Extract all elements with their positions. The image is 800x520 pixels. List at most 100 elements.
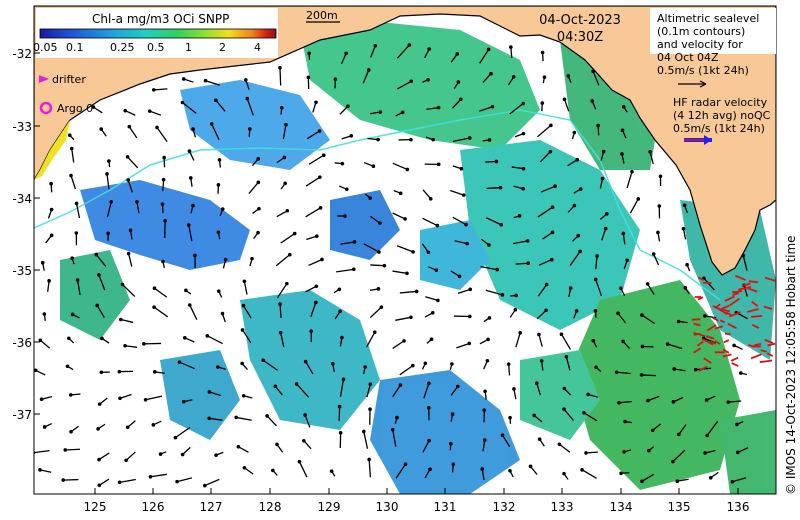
velocity-arrow-head <box>738 371 743 375</box>
velocity-arrow-head <box>68 393 73 397</box>
hf-radar-arrow <box>719 304 730 311</box>
velocity-arrow-head <box>640 344 645 349</box>
velocity-arrow-head <box>124 458 128 463</box>
lat-label: -36 <box>12 336 32 350</box>
velocity-arrow <box>618 400 633 404</box>
velocity-arrow <box>649 151 654 165</box>
velocity-arrow <box>396 80 412 90</box>
velocity-arrow <box>215 99 226 112</box>
velocity-arrow-head <box>278 65 282 70</box>
velocity-arrow <box>369 306 382 319</box>
velocity-arrow <box>396 44 410 59</box>
velocity-arrow-head <box>63 448 68 452</box>
velocity-arrow-head <box>455 384 460 389</box>
velocity-arrow-head <box>278 330 283 335</box>
velocity-arrow-head <box>675 479 680 483</box>
velocity-arrow-head <box>676 319 681 324</box>
velocity-arrow-head <box>550 230 555 235</box>
velocity-arrow-head <box>285 281 289 286</box>
velocity-arrow <box>366 331 376 348</box>
velocity-arrow-head <box>367 457 371 462</box>
velocity-arrow-head <box>621 105 626 109</box>
velocity-arrow <box>422 189 432 200</box>
velocity-arrow <box>595 279 603 297</box>
velocity-arrow-head <box>736 450 740 455</box>
velocity-arrow-head <box>75 278 80 282</box>
velocity-arrow-head <box>242 465 247 470</box>
hf-radar-arrow <box>759 359 773 364</box>
velocity-arrow-head <box>549 257 554 262</box>
velocity-arrow-head <box>256 230 260 235</box>
velocity-arrow-head <box>617 400 621 405</box>
velocity-arrow-head <box>128 228 133 233</box>
velocity-arrow-head <box>596 123 600 128</box>
velocity-arrow-head <box>578 249 582 254</box>
velocity-arrow-head <box>576 233 581 238</box>
velocity-arrow-head <box>450 362 454 366</box>
velocity-arrow <box>422 217 438 227</box>
velocity-arrow-head <box>540 50 545 55</box>
velocity-arrow-head <box>69 173 73 178</box>
colorbar-title: Chl-a mg/m3 OCi SNPP <box>92 12 230 26</box>
velocity-arrow-head <box>177 360 182 364</box>
velocity-arrow-head <box>650 428 655 433</box>
velocity-arrow-head <box>191 127 195 131</box>
velocity-arrow-head <box>708 475 713 480</box>
velocity-arrow-head <box>562 471 566 476</box>
velocity-arrow-head <box>685 262 689 267</box>
velocity-arrow <box>298 461 308 478</box>
hf-radar-arrow <box>714 303 721 309</box>
velocity-arrow-head <box>152 370 157 374</box>
velocity-arrow <box>279 303 282 318</box>
velocity-arrow <box>743 285 748 297</box>
altimetry-legend: Altimetric sealevel (0.1m contours) and … <box>657 12 760 77</box>
colorbar-tick-label: 4 <box>254 41 261 54</box>
velocity-arrow <box>308 154 325 165</box>
velocity-arrow <box>426 106 439 110</box>
velocity-arrow-head <box>508 415 512 420</box>
hf-radar-arrow <box>727 322 737 329</box>
velocity-arrow-head <box>521 186 525 191</box>
velocity-arrow-head <box>403 217 407 221</box>
velocity-arrow <box>65 448 81 451</box>
velocity-arrow-head <box>107 159 111 163</box>
velocity-arrow-head <box>147 109 152 113</box>
velocity-arrow-head <box>593 309 598 313</box>
velocity-arrow-head <box>34 451 36 455</box>
velocity-arrow <box>280 233 296 244</box>
velocity-arrow-head <box>39 397 44 402</box>
velocity-arrow-head <box>123 343 127 348</box>
velocity-arrow <box>71 148 75 163</box>
legend-box <box>650 8 776 54</box>
colorbar-tick-label: 2 <box>219 41 226 54</box>
velocity-arrow-head <box>464 222 468 227</box>
velocity-arrow-head <box>265 414 269 418</box>
velocity-arrow-head <box>403 462 408 466</box>
velocity-arrow-head <box>173 435 178 440</box>
velocity-arrow-head <box>495 267 499 272</box>
velocity-arrow-head <box>402 339 406 343</box>
velocity-arrow-head <box>646 398 650 403</box>
velocity-arrow-head <box>314 234 319 238</box>
velocity-arrow-head <box>518 331 522 335</box>
velocity-arrow-head <box>726 400 731 404</box>
lon-label: 130 <box>375 500 399 514</box>
velocity-arrow-head <box>621 231 626 236</box>
velocity-arrow <box>538 259 552 266</box>
hf-radar-arrow <box>734 274 746 281</box>
velocity-arrow-head <box>525 239 530 243</box>
velocity-arrow-head <box>390 427 395 432</box>
velocity-arrow <box>98 478 110 486</box>
velocity-arrow-head <box>482 438 487 442</box>
velocity-arrow-head <box>400 110 405 115</box>
velocity-arrow-head <box>205 334 210 338</box>
velocity-arrow-head <box>163 218 167 223</box>
velocity-arrow <box>585 451 598 454</box>
hf-radar-arrow <box>738 285 752 291</box>
velocity-arrow-head <box>705 433 709 438</box>
velocity-arrow-head <box>430 310 435 315</box>
colorbar-gradient <box>39 28 277 39</box>
velocity-arrow-head <box>485 358 490 363</box>
velocity-arrow-head <box>207 390 212 394</box>
